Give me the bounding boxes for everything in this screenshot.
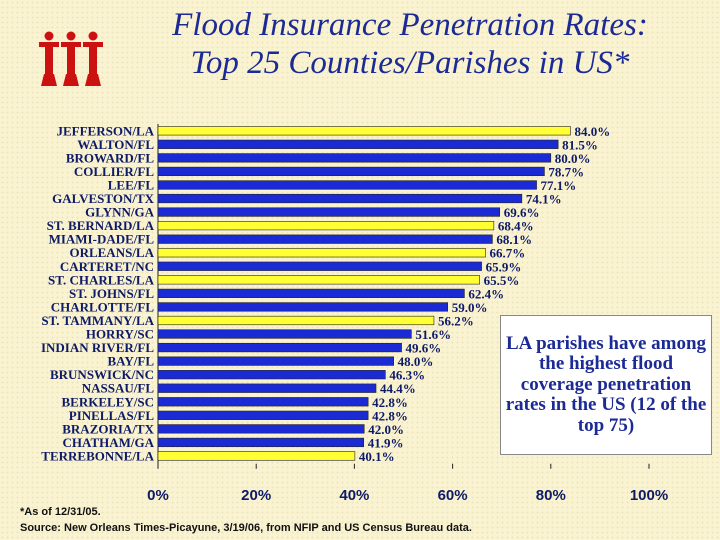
category-label: JEFFERSON/LA [56,123,154,138]
value-label: 74.1% [526,192,562,207]
value-label: 48.0% [398,354,434,369]
category-label: GALVESTON/TX [52,191,154,206]
category-label: BROWARD/FL [66,150,154,165]
bar-horry-sc [157,329,412,339]
value-label: 66.7% [489,246,525,261]
category-label: COLLIER/FL [74,164,155,179]
value-label: 80.0% [555,151,591,166]
bar-st-tammany-la [157,315,435,326]
x-tick-label: 60% [438,487,468,504]
category-label: GLYNN/GA [85,205,154,220]
bar-berkeley-sc [157,397,369,407]
x-tick-label: 100% [630,487,668,504]
callout-box: LA parishes have among the highest flood… [500,315,712,455]
x-tick-label: 40% [339,487,369,504]
category-label: WALTON/FL [77,137,154,152]
bar-jefferson-la [157,126,571,136]
category-label: ORLEANS/LA [69,245,154,260]
value-label: 69.6% [504,205,540,220]
category-label: BRUNSWICK/NC [50,367,154,382]
value-label: 65.9% [486,259,522,274]
bar-st-johns-fl [157,288,465,298]
x-tick-label: 0% [147,487,169,504]
x-tick-label: 20% [241,487,271,504]
bar-miami-dade-fl [157,234,493,244]
bar-indian-river-fl [157,342,402,353]
chart-title: Flood Insurance Penetration Rates: Top 2… [110,6,710,82]
value-label: 42.8% [372,408,408,423]
value-label: 65.5% [484,273,520,288]
bar-glynn-ga [157,207,501,217]
category-label: CARTERET/NC [60,259,154,274]
value-label: 46.3% [389,368,425,383]
chart-title-line-1: Flood Insurance Penetration Rates: [172,7,648,43]
category-label: ST. BERNARD/LA [47,218,155,233]
category-label: LEE/FL [108,177,155,192]
category-label: ST. CHARLES/LA [48,272,155,287]
category-label: BERKELEY/SC [62,394,154,409]
value-label: 44.4% [380,381,416,396]
value-label: 56.2% [438,313,474,328]
category-label: ST. JOHNS/FL [69,286,154,301]
value-label: 81.5% [562,137,598,152]
iii-logo [39,31,103,86]
bar-st-bernard-la [157,221,495,231]
value-label: 62.4% [468,286,504,301]
value-label: 68.4% [498,219,534,234]
category-label: PINELLAS/FL [69,408,155,423]
bar-broward-fl [157,153,552,163]
bar-collier-fl [157,166,545,177]
x-tick-label: 80% [536,487,566,504]
value-label: 40.1% [359,449,395,464]
bar-pinellas-fl [157,410,369,420]
bar-chatham-ga [157,437,365,448]
category-label: BAY/FL [108,354,155,369]
value-label: 49.6% [406,341,442,356]
value-label: 41.9% [368,435,404,450]
bar-lee-fl [157,180,537,190]
bar-carteret-nc [157,261,482,271]
bar-galveston-tx [157,193,523,204]
value-label: 78.7% [548,164,584,179]
bar-terrebonne-la [157,451,356,461]
value-label: 84.0% [574,124,610,139]
bar-nassau-fl [157,383,377,393]
bar-brazoria-tx [157,424,365,434]
category-label: TERREBONNE/LA [41,448,154,463]
category-label: ST. TAMMANY/LA [41,313,154,328]
source-note: Source: New Orleans Times-Picayune, 3/19… [20,522,472,534]
footnote: *As of 12/31/05. [20,506,101,518]
value-label: 42.0% [368,422,404,437]
category-label: NASSAU/FL [82,381,155,396]
value-label: 42.8% [372,395,408,410]
value-label: 51.6% [415,327,451,342]
value-label: 77.1% [541,178,577,193]
chart-title-line-2: Top 25 Counties/Parishes in US* [190,45,630,81]
category-label: CHARLOTTE/FL [51,299,155,314]
bar-charlotte-fl [157,302,448,312]
bar-bay-fl [157,356,394,366]
bar-orleans-la [157,248,486,258]
category-label: INDIAN RIVER/FL [41,340,154,355]
iii-logo-mark [39,31,103,86]
category-label: BRAZORIA/TX [62,421,154,436]
bar-brunswick-nc [157,370,386,380]
category-label: MIAMI-DADE/FL [49,232,155,247]
callout-text: LA parishes have among the highest flood… [505,332,707,436]
value-label: 68.1% [496,232,532,247]
bar-walton-fl [157,139,559,149]
category-label: HORRY/SC [86,327,154,342]
value-label: 59.0% [452,300,488,315]
category-label: CHATHAM/GA [63,435,155,450]
bar-st-charles-la [157,275,480,285]
